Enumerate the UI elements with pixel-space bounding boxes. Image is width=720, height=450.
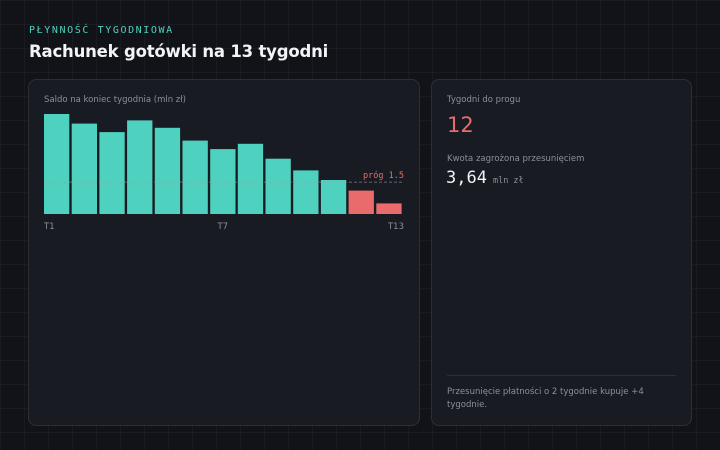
footnote: Przesunięcie płatności o 2 tygodnie kupu… [447, 387, 644, 410]
page-title: Rachunek gotówki na 13 tygodni [29, 42, 329, 61]
bar-t11 [320, 180, 347, 214]
bar-t5 [154, 127, 181, 214]
x-tick-t1: T1 [43, 222, 55, 232]
bar-t6 [182, 140, 208, 214]
x-tick-t7: T7 [216, 222, 228, 232]
at-risk-amount-label: Kwota zagrożona przesunięciem [447, 154, 585, 164]
bar-t7 [210, 149, 236, 214]
divider [447, 375, 676, 376]
bar-t3 [99, 132, 125, 214]
at-risk-amount: 3,64 mln zł [446, 168, 524, 188]
bar-t8 [237, 143, 264, 214]
weeks-to-threshold-value: 12 [447, 113, 474, 137]
weeks-to-threshold-label: Tygodni do progu [447, 95, 521, 105]
bar-t13 [376, 203, 402, 214]
balance-bar-chart: próg 1.5 T1 T7 T13 [43, 114, 404, 232]
bar-t4 [127, 120, 153, 214]
threshold-label: próg 1.5 [363, 170, 404, 181]
at-risk-amount-unit: mln zł [492, 176, 524, 186]
bar-t2 [71, 123, 97, 214]
bar-t12 [348, 190, 374, 214]
bar-t10 [293, 170, 319, 214]
chart-y-label: Saldo na koniec tygodnia (mln zł) [44, 95, 186, 105]
x-tick-t13: T13 [387, 222, 404, 232]
bar-t1 [44, 114, 70, 214]
at-risk-amount-value: 3,64 [446, 168, 487, 188]
eyebrow-label: PŁYNNOŚĆ TYGODNIOWA [29, 25, 174, 36]
stats-card: Tygodni do progu 12 Kwota zagrożona prze… [431, 79, 692, 426]
bar-t9 [265, 158, 291, 214]
chart-card: Saldo na koniec tygodnia (mln zł) próg 1… [28, 79, 420, 426]
